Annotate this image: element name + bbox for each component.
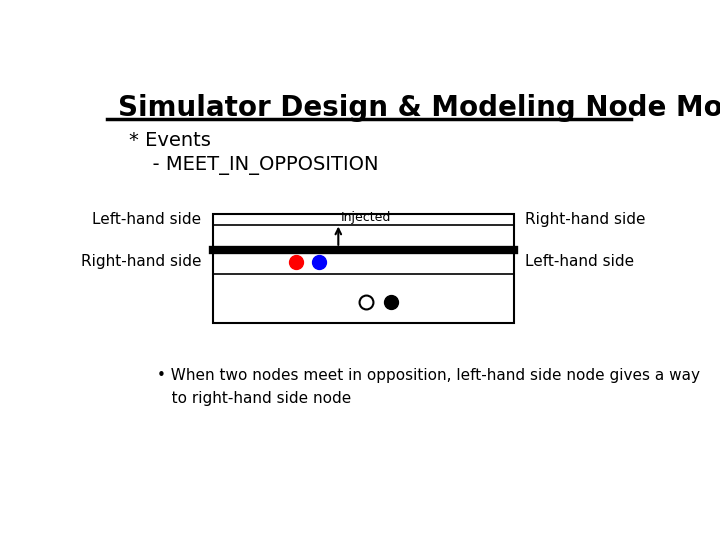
Bar — [213, 214, 514, 322]
Text: Right-hand side: Right-hand side — [526, 212, 646, 227]
Text: * Events: * Events — [129, 131, 211, 150]
Text: Injected: Injected — [341, 211, 392, 224]
Text: Left-hand side: Left-hand side — [526, 254, 634, 269]
Text: Right-hand side: Right-hand side — [81, 254, 202, 269]
Text: • When two nodes meet in opposition, left-hand side node gives a way
   to right: • When two nodes meet in opposition, lef… — [157, 368, 700, 406]
Text: - MEET_IN_OPPOSITION: - MEET_IN_OPPOSITION — [140, 156, 379, 176]
Text: Left-hand side: Left-hand side — [92, 212, 202, 227]
Text: Simulator Design & Modeling Node Mobility: Simulator Design & Modeling Node Mobilit… — [118, 94, 720, 122]
